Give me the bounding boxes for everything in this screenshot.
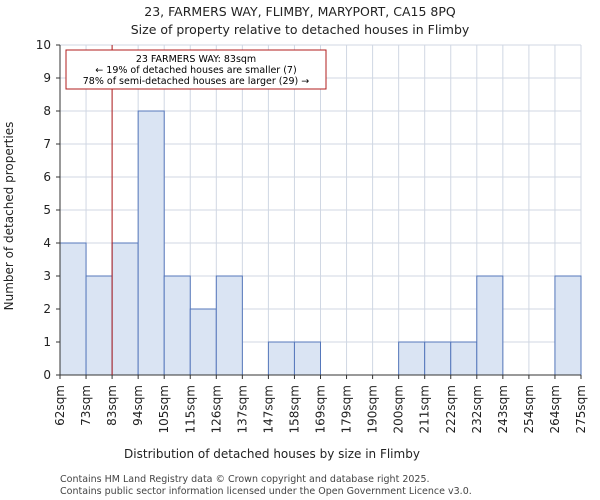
x-tick-label: 275sqm xyxy=(574,385,588,433)
x-tick-label: 158sqm xyxy=(287,385,301,433)
bar-62sqm xyxy=(59,242,87,376)
bars xyxy=(59,110,582,376)
y-tick-label: 0 xyxy=(43,368,51,382)
x-tick-label: 222sqm xyxy=(444,385,458,433)
x-tick-label: 211sqm xyxy=(418,385,432,433)
x-tick-label: 115sqm xyxy=(183,385,197,433)
y-tick-label: 9 xyxy=(43,71,51,85)
y-tick-label: 7 xyxy=(43,137,51,151)
y-tick-label: 3 xyxy=(43,269,51,283)
x-tick-label: 147sqm xyxy=(261,385,275,433)
bar-115sqm xyxy=(189,308,217,376)
y-tick-label: 5 xyxy=(43,203,51,217)
x-tick-label: 179sqm xyxy=(340,385,354,433)
annotation-line-3: 78% of semi-detached houses are larger (… xyxy=(83,76,310,87)
annotation-line-2: ← 19% of detached houses are smaller (7) xyxy=(95,65,296,76)
axes xyxy=(56,44,582,379)
chart-title: 23, FARMERS WAY, FLIMBY, MARYPORT, CA15 … xyxy=(144,4,456,19)
y-axis-label: Number of detached properties xyxy=(2,122,16,311)
x-tick-label: 232sqm xyxy=(470,385,484,433)
x-tick-label: 62sqm xyxy=(53,385,67,426)
bar-73sqm xyxy=(85,275,113,376)
x-tick-label: 83sqm xyxy=(105,385,119,426)
y-tick-label: 6 xyxy=(43,170,51,184)
x-axis-label: Distribution of detached houses by size … xyxy=(124,447,420,461)
x-tick-label: 169sqm xyxy=(314,385,328,433)
x-tick-labels: 62sqm 73sqm 83sqm 94sqm 105sqm 115sqm 126sqm 13… xyxy=(53,385,588,433)
y-tick-labels: 0 1 2 3 4 5 6 7 8 9 10 xyxy=(36,38,51,382)
y-tick-label: 1 xyxy=(43,335,51,349)
annotation-line-1: 23 FARMERS WAY: 83sqm xyxy=(136,54,256,65)
bar-126sqm xyxy=(215,275,243,376)
bar-158sqm xyxy=(293,341,322,376)
footer-line-2: Contains public sector information licen… xyxy=(60,486,472,497)
x-tick-label: 105sqm xyxy=(157,385,171,433)
bar-83sqm xyxy=(111,242,139,376)
bar-147sqm xyxy=(267,341,295,376)
x-tick-label: 243sqm xyxy=(496,385,510,433)
x-tick-label: 254sqm xyxy=(522,385,536,433)
bar-211sqm xyxy=(424,341,452,376)
x-tick-label: 137sqm xyxy=(235,385,249,433)
y-tick-label: 2 xyxy=(43,302,51,316)
bar-105sqm xyxy=(163,275,191,376)
y-tick-label: 8 xyxy=(43,104,51,118)
bar-200sqm xyxy=(398,341,426,376)
y-tick-label: 4 xyxy=(43,236,51,250)
x-tick-label: 190sqm xyxy=(366,385,380,433)
annotation-box: 23 FARMERS WAY: 83sqm ← 19% of detached … xyxy=(65,49,327,90)
x-tick-label: 73sqm xyxy=(79,385,93,426)
footer-line-1: Contains HM Land Registry data © Crown c… xyxy=(60,474,430,485)
bar-222sqm xyxy=(450,341,478,376)
y-tick-label: 10 xyxy=(36,38,51,52)
bar-264sqm xyxy=(554,275,582,376)
x-tick-label: 126sqm xyxy=(209,385,223,433)
bar-232sqm xyxy=(476,275,504,376)
chart-subtitle: Size of property relative to detached ho… xyxy=(131,22,470,37)
x-tick-label: 94sqm xyxy=(131,385,145,426)
x-tick-label: 264sqm xyxy=(548,385,562,433)
annotation-box-frame xyxy=(65,49,327,90)
x-tick-label: 200sqm xyxy=(392,385,406,433)
bar-94sqm xyxy=(137,110,165,376)
